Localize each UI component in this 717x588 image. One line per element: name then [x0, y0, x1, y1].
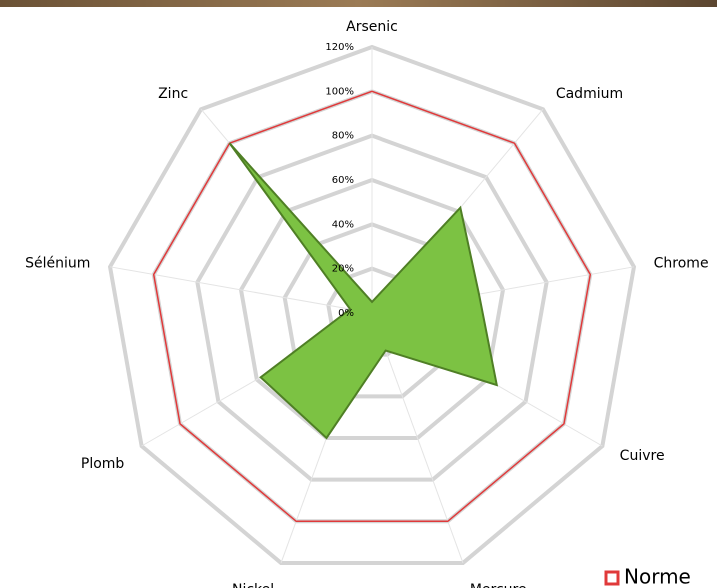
y-tick-label: 60%: [332, 175, 354, 186]
category-label: Nickel: [232, 582, 274, 588]
plot-area: 0% 20% 40% 60% 80% 100% 120% Arsenic Cadmium Chro…: [25, 19, 709, 588]
category-label: Zinc: [158, 86, 188, 102]
category-label: Sélénium: [25, 255, 90, 271]
photo-strip: [0, 0, 717, 7]
chart: 0% 20% 40% 60% 80% 100% 120% Arsenic Cadmium Chro…: [0, 0, 717, 588]
category-label: Arsenic: [346, 19, 398, 35]
category-label: Mercure: [470, 582, 527, 588]
y-tick-label: 0%: [338, 308, 354, 319]
category-label: Plomb: [81, 456, 125, 472]
y-tick-label: 80%: [332, 131, 354, 142]
y-tick-label: 120%: [325, 42, 354, 53]
category-label: Chrome: [654, 255, 709, 271]
series-area: [230, 143, 497, 438]
category-label: Cadmium: [556, 86, 623, 102]
legend-label: Norme: [624, 565, 691, 588]
legend-swatch: [606, 572, 618, 584]
y-tick-label: 40%: [332, 219, 354, 230]
category-label: Cuivre: [620, 448, 665, 464]
y-tick-label: 100%: [325, 86, 354, 97]
y-tick-label: 20%: [332, 264, 354, 275]
